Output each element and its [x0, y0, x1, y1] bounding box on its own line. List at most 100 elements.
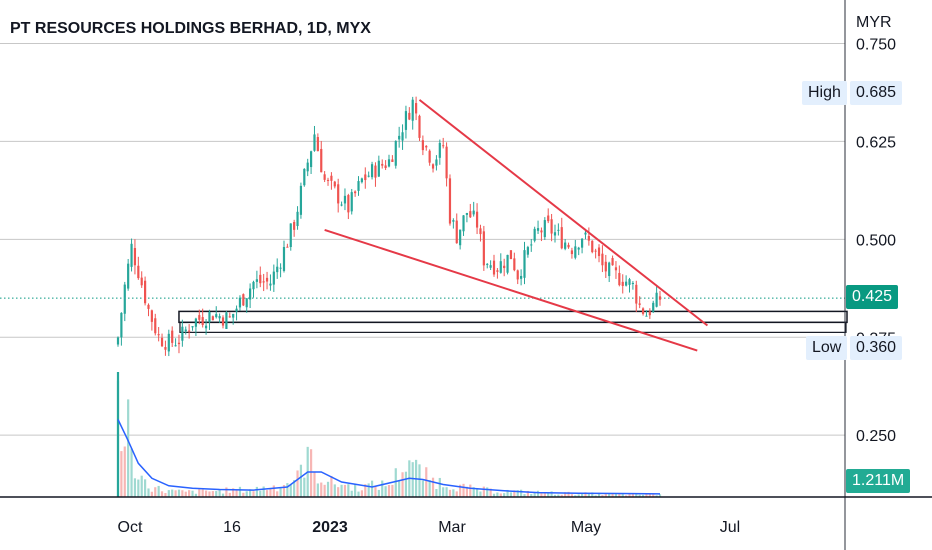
candle-body — [174, 345, 177, 347]
candle-body — [127, 263, 130, 289]
candle-body — [269, 283, 272, 286]
candle-body — [516, 270, 519, 280]
volume-bar — [638, 494, 641, 497]
volume-tag: 1.211M — [846, 469, 911, 493]
candle-body — [425, 145, 428, 148]
volume-bar — [279, 488, 282, 497]
volume-bar — [536, 490, 540, 497]
candle-body — [641, 308, 645, 314]
candle-body — [625, 281, 628, 286]
candle-body — [472, 210, 475, 215]
candle-body — [608, 262, 611, 277]
candle-body — [523, 250, 526, 278]
candle-body — [157, 334, 160, 336]
volume-bar — [479, 491, 482, 497]
volume-bar — [377, 489, 380, 497]
candle-body — [428, 150, 431, 163]
volume-bar — [255, 486, 258, 497]
candle-body — [282, 246, 286, 271]
volume-bar — [462, 483, 465, 497]
candle-body — [316, 137, 319, 152]
volume-bar — [428, 480, 431, 497]
candle-body — [547, 215, 550, 222]
volume-bar — [184, 491, 187, 497]
x-tick-label: May — [571, 519, 601, 536]
lower-trendline[interactable] — [324, 228, 698, 352]
candle-body — [171, 330, 174, 343]
volume-bar — [418, 464, 421, 497]
candle-body — [540, 230, 543, 233]
candle-body — [167, 333, 170, 352]
volume-bar — [475, 489, 479, 497]
candle-body — [160, 337, 164, 347]
candle-body — [513, 258, 516, 271]
candle-body — [574, 246, 577, 258]
volume-bar — [360, 490, 363, 497]
volume-bar — [391, 484, 394, 497]
upper-trendline[interactable] — [418, 99, 709, 327]
volume-bar — [320, 482, 323, 497]
candle-body — [387, 159, 391, 167]
volume-bar — [337, 487, 340, 497]
volume-bar — [343, 484, 347, 497]
candle-body — [320, 148, 323, 173]
candle-body — [188, 330, 191, 332]
last-price-tag: 0.425 — [846, 285, 899, 310]
volume-bar — [313, 471, 316, 497]
candle-body — [557, 229, 560, 231]
support-zone — [178, 310, 848, 333]
candle-body — [635, 284, 638, 304]
x-tick-label: 16 — [223, 519, 241, 536]
candle-body — [645, 315, 648, 317]
volume-bar — [282, 484, 286, 497]
volume-bar — [608, 493, 611, 497]
candle-body — [594, 250, 597, 252]
candle-body — [242, 294, 245, 306]
volume-bar — [177, 489, 181, 497]
candle-body — [584, 232, 587, 235]
volume-bar — [482, 486, 485, 497]
volume-bar — [347, 484, 350, 497]
candle-body — [350, 192, 353, 212]
candle-body — [354, 191, 357, 194]
volume-ma-line — [117, 419, 661, 495]
volume-bar — [625, 495, 628, 497]
volume-bar — [452, 489, 455, 497]
volume-bar — [580, 492, 584, 497]
candle-body — [140, 277, 143, 286]
volume-bar — [655, 495, 658, 497]
candle-body — [357, 181, 360, 191]
candle-body — [381, 163, 384, 166]
volume-bar — [245, 491, 248, 497]
y-tick-label: 0.625 — [856, 134, 896, 151]
volume-bar — [394, 468, 397, 497]
volume-bar — [442, 487, 445, 497]
volume-bar — [401, 472, 404, 497]
candle-body — [265, 277, 269, 282]
currency-label: MYR — [856, 14, 892, 31]
candle-body — [601, 253, 604, 266]
candle-body — [177, 342, 181, 345]
volume-bar — [354, 483, 357, 497]
candle-body — [543, 220, 546, 238]
volume-bar — [597, 492, 601, 497]
candle-body — [144, 280, 147, 304]
volume-bar — [323, 484, 326, 497]
volume-bar — [648, 493, 651, 497]
volume-bar — [564, 492, 567, 497]
volume-bar — [167, 490, 170, 497]
volume-bar — [652, 494, 655, 497]
trendlines[interactable] — [324, 99, 709, 352]
candle-body — [333, 181, 336, 187]
candle-body — [123, 284, 126, 314]
volume-bar — [584, 492, 587, 497]
volume-bar — [513, 490, 516, 497]
volume-bar — [188, 490, 191, 497]
volume-bar — [232, 488, 235, 497]
candle-body — [415, 103, 418, 114]
candle-body — [340, 204, 343, 206]
candle-body — [628, 279, 631, 285]
y-tick-label: 0.250 — [856, 428, 896, 445]
volume-bar — [364, 484, 367, 497]
